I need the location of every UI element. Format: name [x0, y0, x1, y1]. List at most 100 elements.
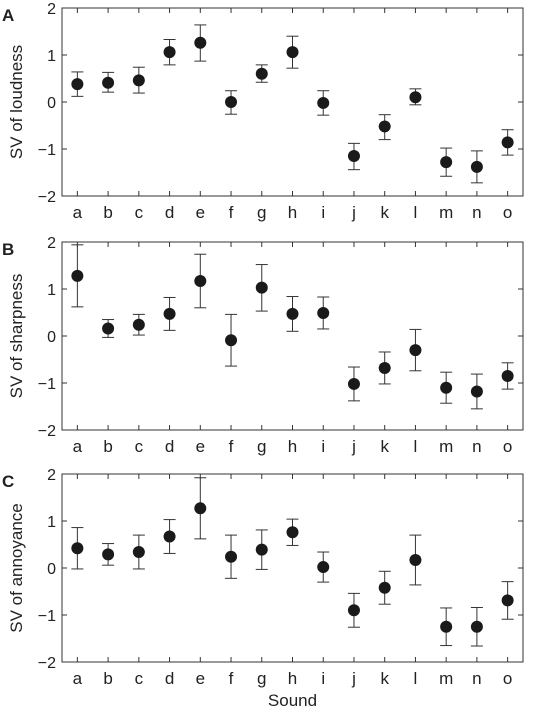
data-point — [163, 46, 176, 59]
x-tick-label: k — [380, 203, 389, 222]
x-tick-label: b — [103, 203, 112, 222]
x-tick-label: c — [135, 437, 144, 456]
y-tick-label: −2 — [38, 655, 56, 672]
x-tick-label: m — [439, 203, 453, 222]
data-point — [347, 377, 360, 390]
y-tick-label: 1 — [47, 514, 56, 531]
data-point — [163, 530, 176, 543]
x-tick-label: l — [414, 669, 418, 688]
data-point — [440, 156, 453, 169]
x-tick-label: a — [73, 203, 83, 222]
data-point — [102, 322, 115, 335]
data-point — [470, 620, 483, 633]
data-point — [347, 604, 360, 617]
x-tick-label: i — [321, 203, 325, 222]
data-point — [194, 275, 207, 288]
data-point — [71, 78, 84, 91]
x-tick-label: d — [165, 203, 174, 222]
x-tick-label: b — [103, 669, 112, 688]
data-point — [132, 318, 145, 331]
data-point — [194, 36, 207, 49]
data-point — [409, 344, 422, 357]
x-tick-label: a — [73, 437, 83, 456]
x-tick-label: m — [439, 669, 453, 688]
data-point — [501, 369, 514, 382]
x-tick-label: n — [472, 203, 481, 222]
x-tick-label: j — [351, 437, 356, 456]
x-tick-label: d — [165, 669, 174, 688]
x-tick-label: a — [73, 669, 83, 688]
data-point — [378, 120, 391, 133]
data-point — [470, 385, 483, 398]
x-tick-label: c — [135, 203, 144, 222]
data-point — [409, 554, 422, 567]
data-point — [409, 91, 422, 104]
x-tick-label: g — [257, 203, 266, 222]
data-point — [501, 594, 514, 607]
x-tick-label: b — [103, 437, 112, 456]
data-point — [255, 281, 268, 294]
x-tick-label: h — [288, 437, 297, 456]
y-tick-label: −1 — [38, 376, 56, 393]
x-tick-label: o — [503, 437, 512, 456]
x-tick-label: l — [414, 203, 418, 222]
panel-a: A −2 −1 0 1 2 SV of loudness a b c d e f g h i j k l m n o — [2, 1, 524, 222]
y-axis-label: SV of annoyance — [7, 503, 26, 632]
data-point — [440, 620, 453, 633]
data-point — [470, 160, 483, 173]
data-point — [347, 150, 360, 163]
x-tick-label: i — [321, 437, 325, 456]
panel-c: C −2 −1 0 1 2 SV of annoyance a b c d e f g h i j k l m n o So… — [2, 467, 524, 709]
y-tick-label: 2 — [47, 1, 56, 18]
data-point — [286, 46, 299, 59]
x-tick-label: n — [472, 437, 481, 456]
x-tick-label: e — [196, 669, 205, 688]
data-point — [71, 269, 84, 282]
x-tick-label: k — [380, 669, 389, 688]
data-point — [317, 306, 330, 319]
y-axis-label: SV of loudness — [7, 45, 26, 159]
y-tick-label: 2 — [47, 235, 56, 252]
panel-letter: A — [2, 6, 14, 25]
data-point — [163, 307, 176, 320]
y-tick-label: −2 — [38, 423, 56, 440]
plot-frame — [61, 473, 524, 663]
y-tick-label: 1 — [47, 48, 56, 65]
data-point — [255, 543, 268, 556]
x-tick-label: o — [503, 203, 512, 222]
x-tick-label: e — [196, 437, 205, 456]
plot-frame — [61, 241, 524, 431]
x-tick-label: f — [229, 203, 234, 222]
data-point — [132, 74, 145, 87]
data-point — [317, 561, 330, 574]
data-point — [225, 96, 238, 108]
panel-letter: B — [2, 240, 14, 259]
y-tick-label: −1 — [38, 608, 56, 625]
x-tick-label: g — [257, 669, 266, 688]
y-tick-label: 0 — [47, 561, 56, 578]
panel-letter: C — [2, 472, 14, 491]
data-point — [255, 67, 268, 80]
x-tick-label: c — [135, 669, 144, 688]
data-point — [71, 542, 84, 555]
y-tick-label: 1 — [47, 282, 56, 299]
x-tick-label: f — [229, 669, 234, 688]
x-tick-label: i — [321, 669, 325, 688]
y-tick-label: 0 — [47, 95, 56, 112]
data-point — [132, 546, 145, 559]
x-axis-label: Sound — [268, 691, 317, 709]
data-point — [194, 502, 207, 515]
panel-b: B −2 −1 0 1 2 SV of sharpness a b c d e f g h i j k l m n o — [2, 235, 524, 456]
x-tick-label: m — [439, 437, 453, 456]
data-point — [225, 550, 238, 563]
data-point — [225, 334, 238, 347]
x-tick-label: n — [472, 669, 481, 688]
x-tick-label: f — [229, 437, 234, 456]
y-tick-label: −2 — [38, 189, 56, 206]
x-tick-label: h — [288, 203, 297, 222]
data-point — [317, 96, 330, 109]
y-tick-label: −1 — [38, 142, 56, 159]
x-tick-label: j — [351, 669, 356, 688]
data-point — [501, 136, 514, 149]
